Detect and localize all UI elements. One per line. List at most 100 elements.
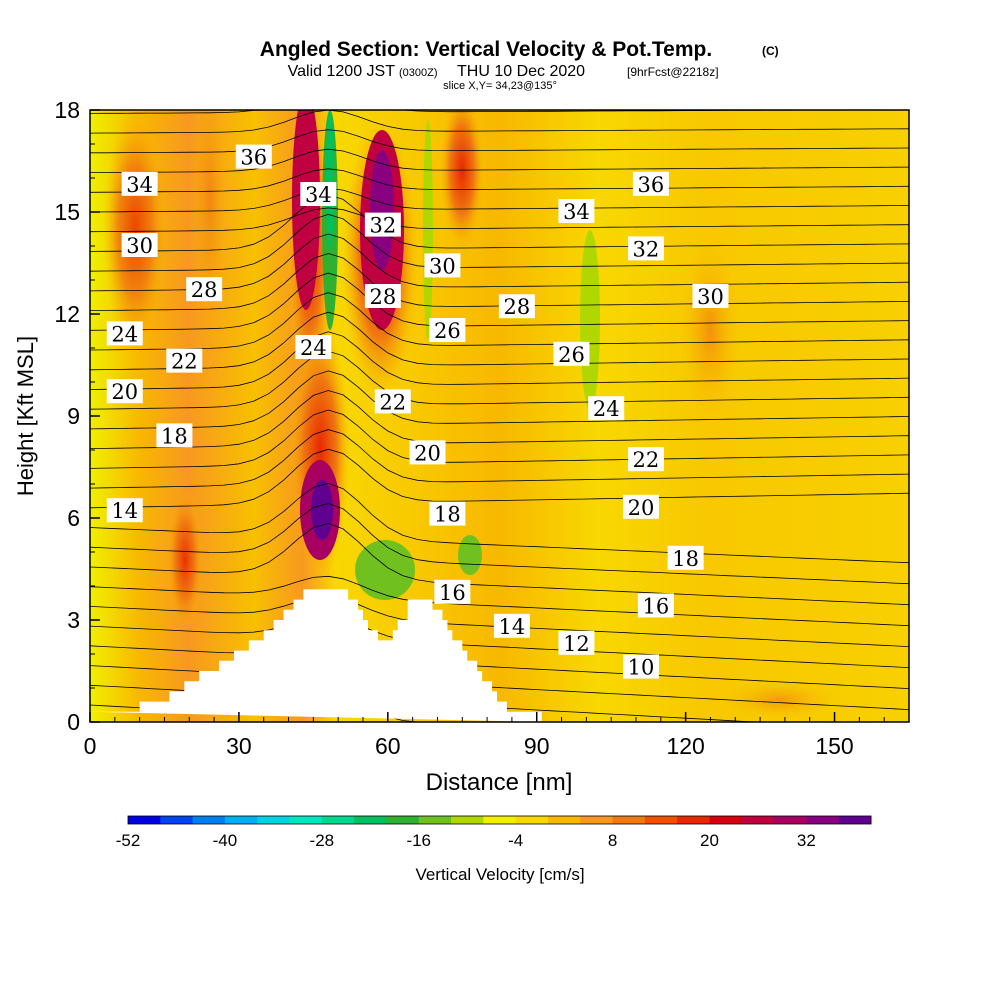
colorbar-swatch xyxy=(677,816,710,824)
contour-label-box xyxy=(106,498,143,523)
x-tick-label: 120 xyxy=(666,733,704,759)
colorbar-tick-label: -16 xyxy=(406,831,431,850)
isoline xyxy=(90,233,909,292)
contour-label: 28 xyxy=(364,284,401,309)
contour-label-text: 14 xyxy=(111,499,138,523)
colorbar-swatch xyxy=(806,816,840,824)
contour-label-box xyxy=(106,321,143,346)
y-tick-label: 15 xyxy=(54,199,80,225)
contour-label-box xyxy=(300,182,337,206)
contour-label: 24 xyxy=(588,396,625,421)
contour-label-text: 20 xyxy=(111,380,138,404)
contour-label-box xyxy=(434,579,471,604)
colorbar-swatch xyxy=(580,816,614,824)
contour-label: 18 xyxy=(667,545,704,571)
contour-label-text: 34 xyxy=(305,183,332,207)
contour-label-text: 30 xyxy=(126,234,153,258)
contour-label-box xyxy=(374,389,411,414)
contour-label-box xyxy=(156,423,193,448)
y-tick-label: 12 xyxy=(54,301,80,327)
contour-label: 10 xyxy=(622,654,659,680)
y-tick-label: 9 xyxy=(67,403,80,429)
contour-label: 26 xyxy=(429,318,466,343)
colorbar-swatch xyxy=(515,816,549,824)
contour-label-text: 36 xyxy=(638,173,665,197)
x-tick-label: 90 xyxy=(524,733,550,759)
colorbar-tick-label: -28 xyxy=(310,831,335,850)
contour-label: 12 xyxy=(558,630,595,656)
colorbar-tick-label: -52 xyxy=(116,831,141,850)
contour-label-text: 30 xyxy=(697,285,724,309)
contour-label: 18 xyxy=(429,501,466,527)
contour-label-text: 34 xyxy=(126,173,153,197)
contour-label: 34 xyxy=(558,199,595,224)
contour-label: 22 xyxy=(627,447,664,472)
colorbar-swatch xyxy=(192,816,226,824)
contour-label-box xyxy=(588,396,625,421)
contour-label-box xyxy=(166,348,203,373)
colorbar-frame xyxy=(127,815,872,825)
colorbar-swatch xyxy=(451,816,484,824)
contour-label-text: 20 xyxy=(414,441,441,465)
y-axis-label: Height [Kft MSL] xyxy=(13,336,38,496)
colorbar-swatch xyxy=(612,816,646,824)
contour-label-text: 16 xyxy=(439,581,466,605)
contour-label: 24 xyxy=(295,335,332,360)
contour-label-box xyxy=(627,236,664,261)
colorbar-swatch xyxy=(483,816,517,824)
contour-label: 16 xyxy=(434,579,471,605)
contour-label: 32 xyxy=(364,212,401,238)
contour-label-box xyxy=(121,233,158,257)
contour-label-text: 22 xyxy=(379,390,406,414)
x-tick-label: 0 xyxy=(84,733,97,759)
isoline xyxy=(90,207,909,233)
contour-label-text: 14 xyxy=(499,615,526,639)
isoline xyxy=(90,482,909,564)
contour-label-box xyxy=(667,545,704,570)
colorbar-swatch xyxy=(741,816,775,824)
contour-label-box xyxy=(235,144,272,169)
colorbar-swatch xyxy=(644,816,678,824)
colorbar-tick-label: -4 xyxy=(508,831,523,850)
contour-label-text: 32 xyxy=(633,237,660,261)
isoline xyxy=(90,311,909,371)
isoline xyxy=(90,148,909,173)
terrain xyxy=(90,589,542,722)
contour-label-box xyxy=(622,654,659,679)
contour-label-text: 26 xyxy=(558,343,585,367)
isoline xyxy=(90,350,909,410)
contour-label: 20 xyxy=(106,379,143,404)
contour-label-box xyxy=(429,501,466,526)
contour-label: 30 xyxy=(424,253,461,278)
colorbar-swatch xyxy=(547,816,581,824)
contour-label: 22 xyxy=(374,389,411,414)
colorbar-swatch xyxy=(128,816,161,824)
contour-label-text: 24 xyxy=(593,397,620,421)
contour-label-text: 34 xyxy=(563,200,590,224)
contour-label-box xyxy=(409,440,446,465)
colorbar-tick-label: 32 xyxy=(797,831,816,850)
velocity-field: 36 34 34 30 28 24 20 22 18 14 24 32 28 22 30 26 20 18 16 14… xyxy=(90,110,909,722)
contour-label-box xyxy=(558,630,595,655)
contour-label: 34 xyxy=(300,182,337,207)
contour-label: 34 xyxy=(121,171,158,197)
contour-label-box xyxy=(692,284,729,308)
contour-label-box xyxy=(493,613,530,638)
isoline xyxy=(90,213,909,272)
y-tick-label: 18 xyxy=(54,97,80,123)
contour-label-text: 22 xyxy=(633,448,660,472)
isoline xyxy=(90,575,909,627)
contour-label-box xyxy=(186,277,223,302)
isoline xyxy=(90,110,909,134)
contour-label-box xyxy=(637,593,674,618)
subtitle-utc: (0300Z) xyxy=(399,67,438,79)
contour-label-box xyxy=(429,318,466,342)
y-tick-label: 0 xyxy=(67,709,80,735)
isoline xyxy=(90,129,909,154)
isoline xyxy=(90,429,909,489)
isoline xyxy=(90,390,909,449)
isoline xyxy=(90,187,909,213)
contour-label-text: 28 xyxy=(504,295,531,319)
contour-label-text: 26 xyxy=(434,319,461,343)
